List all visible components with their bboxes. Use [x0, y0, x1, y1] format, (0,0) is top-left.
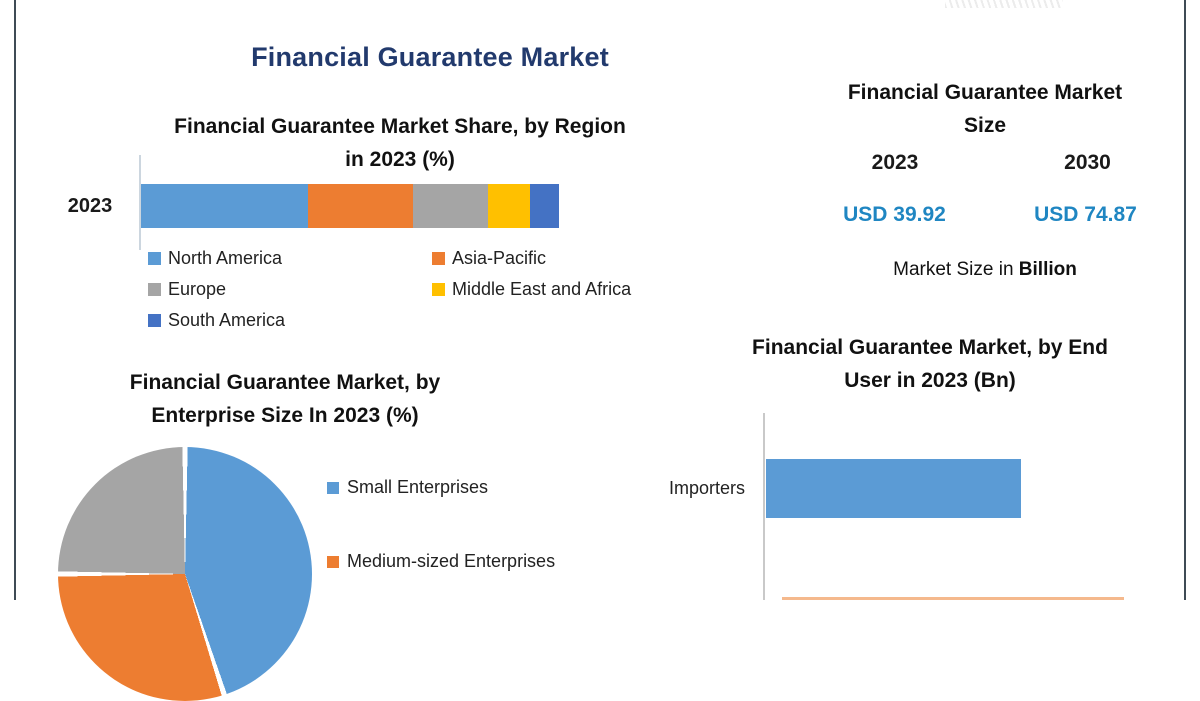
market-size-value-2030: USD 74.87 [1034, 203, 1137, 226]
legend-label: South America [168, 309, 286, 330]
page-border-right [1184, 0, 1186, 600]
middle-east-africa-swatch [432, 282, 445, 296]
legend-item-north-america: North America [148, 248, 432, 268]
market-size-year-2023: 2023 [871, 151, 919, 174]
legend-label: Middle East and Africa [452, 278, 632, 299]
page-border-left [14, 0, 16, 600]
enterprise-chart-title-line2: Enterprise Size In 2023 (%) [151, 404, 419, 427]
market-size-caption-text: Market Size in [893, 259, 1019, 280]
legend-label: Medium-sized Enterprises [347, 551, 556, 571]
market-size-year-2030: 2030 [1064, 151, 1111, 174]
page-title: Financial Guarantee Market [251, 42, 609, 72]
end-user-chart-title-line2: User in 2023 (Bn) [844, 369, 1016, 392]
asia-pacific-swatch [432, 251, 445, 265]
north-america-swatch [148, 251, 161, 265]
region-chart-title-line2: in 2023 (%) [345, 148, 455, 171]
market-size-title-line2: Size [963, 114, 1007, 137]
end-user-axis-line [763, 413, 765, 600]
legend-item-europe: Europe [148, 279, 432, 299]
region-bar-segment-middle-east-and-africa [487, 184, 530, 228]
legend-item-south-america: South America [148, 310, 432, 330]
end-user-chart-title-line1: Financial Guarantee Market, by End [752, 336, 1108, 359]
legend-item-asia-pacific: Asia-Pacific [432, 248, 631, 268]
europe-swatch [148, 282, 161, 296]
region-bar-segment-europe [412, 184, 488, 228]
legend-label: Asia-Pacific [452, 247, 547, 268]
legend-label: Europe [168, 278, 227, 299]
market-size-title-line1: Financial Guarantee Market [847, 81, 1123, 104]
small-enterprises-swatch [327, 481, 339, 494]
legend-item-middle-east-africa: Middle East and Africa [432, 279, 631, 299]
end-user-chart-title: Financial Guarantee Market, by End User … [715, 331, 1145, 397]
legend-item-small-enterprises: Small Enterprises [327, 477, 488, 498]
region-axis-line [139, 155, 141, 250]
legend-label: Small Enterprises [347, 477, 489, 497]
region-chart-title-line1: Financial Guarantee Market Share, by Reg… [174, 115, 626, 138]
enterprise-chart-title-line1: Financial Guarantee Market, by [129, 371, 441, 394]
end-user-category-importers: Importers [668, 478, 745, 498]
region-bar-segment-south-america [529, 184, 559, 228]
end-user-bar-importers [766, 459, 1021, 518]
market-size-value-2023: USD 39.92 [843, 203, 946, 226]
legend-item-medium-sized-enterprises: Medium-sized Enterprises [327, 551, 555, 572]
market-size-title: Financial Guarantee Market Size [815, 76, 1155, 142]
market-size-caption-unit: Billion [1018, 259, 1077, 280]
enterprise-pie-chart [58, 447, 312, 701]
legend-label: North America [168, 247, 283, 268]
market-size-caption: Market Size in Billion [815, 259, 1155, 281]
end-user-partial-bar-cutoff [782, 597, 1124, 600]
south-america-swatch [148, 313, 161, 327]
infographic-canvas: { "main_title": "Financial Guarantee Mar… [14, 0, 1186, 701]
medium-sized-enterprises-swatch [327, 555, 339, 568]
region-legend: North America Asia-Pacific Europe Middle… [148, 248, 631, 330]
region-chart-title: Financial Guarantee Market Share, by Reg… [105, 110, 695, 176]
enterprise-chart-title: Financial Guarantee Market, by Enterpris… [55, 366, 515, 432]
region-stacked-bar [141, 184, 559, 228]
region-bar-segment-asia-pacific [308, 184, 413, 228]
region-bar-segment-north-america [141, 184, 309, 228]
region-axis-label-2023: 2023 [67, 195, 113, 217]
watermark-fragment [945, 0, 1063, 8]
